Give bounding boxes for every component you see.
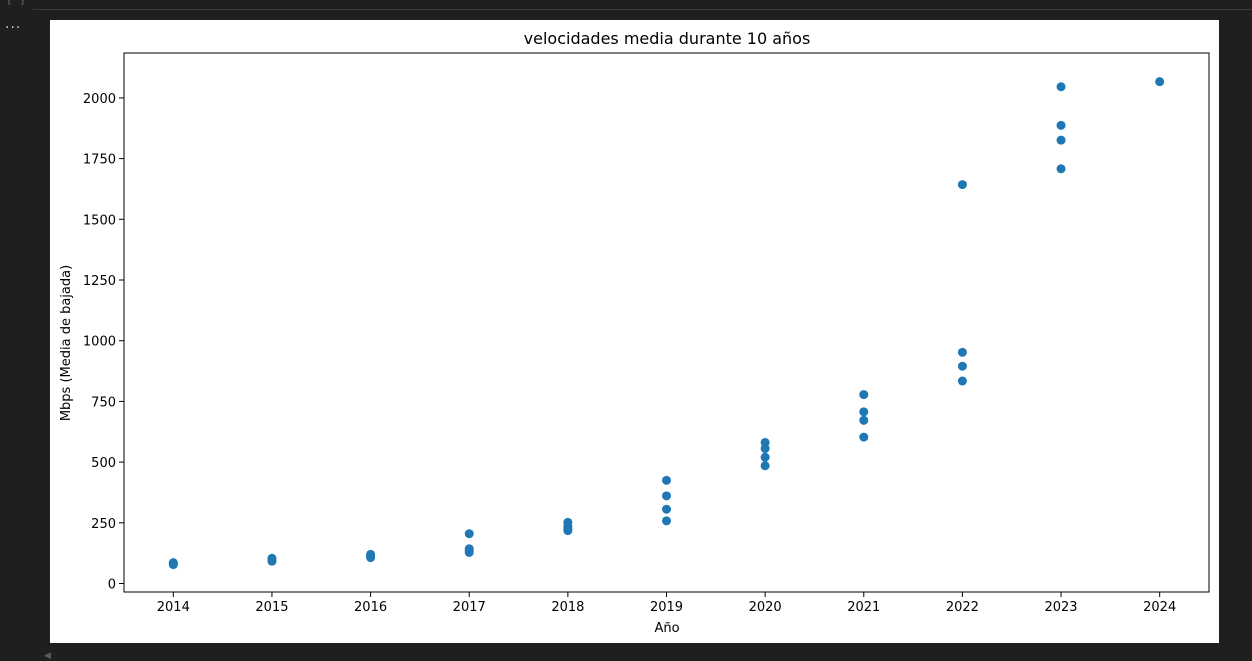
y-tick-label: 750 <box>91 395 116 410</box>
y-tick-label: 250 <box>91 517 116 532</box>
y-tick-label: 1500 <box>83 213 116 228</box>
scatter-point <box>760 461 770 471</box>
scatter-point <box>859 407 869 417</box>
scatter-chart: velocidades media durante 10 años 2014 20… <box>59 29 1210 636</box>
x-tick-label: 2015 <box>255 600 288 615</box>
y-axis-label: Mbps (Media de bajada) <box>59 265 74 421</box>
scatter-point <box>760 437 770 447</box>
x-axis-label: Año <box>654 621 679 636</box>
scatter-point <box>859 432 869 442</box>
scatter-point <box>957 361 967 371</box>
scatter-point <box>168 558 178 568</box>
x-tick-label: 2014 <box>157 600 190 615</box>
scatter-point <box>957 347 967 357</box>
x-tick-label: 2021 <box>847 600 880 615</box>
data-points <box>168 77 1165 570</box>
x-axis: 2014 2015 2016 2017 2018 2019 2020 2021 2022 2023… <box>157 592 1176 615</box>
y-tick-label: 500 <box>91 456 116 471</box>
y-axis: 0 250 500 750 1000 1250 1500 1750 2000 <box>83 92 124 593</box>
x-tick-label: 2020 <box>749 600 782 615</box>
scatter-point <box>1056 120 1066 130</box>
scatter-point <box>1155 77 1165 87</box>
y-tick-label: 0 <box>108 578 116 593</box>
cell-toolbar <box>0 0 1252 10</box>
scatter-point <box>662 516 671 526</box>
scatter-point <box>957 180 967 190</box>
x-tick-label: 2023 <box>1044 600 1077 615</box>
scatter-point <box>957 376 967 386</box>
scatter-point <box>859 415 869 425</box>
scatter-point <box>760 452 770 462</box>
x-tick-label: 2024 <box>1143 600 1176 615</box>
chart-title: velocidades media durante 10 años <box>524 29 811 48</box>
y-tick-label: 1000 <box>83 335 116 350</box>
y-tick-label: 2000 <box>83 92 116 107</box>
scatter-point <box>859 390 869 400</box>
scatter-point <box>464 529 474 539</box>
cell-input-border <box>33 0 1252 10</box>
scatter-point <box>662 504 671 514</box>
scatter-point <box>563 517 573 527</box>
scatter-point <box>1056 82 1066 92</box>
y-tick-label: 1750 <box>83 153 116 168</box>
horizontal-scroll-arrow-icon[interactable]: ◀ <box>44 651 51 661</box>
scatter-point <box>1056 135 1066 145</box>
scatter-point <box>464 544 474 554</box>
scatter-point <box>1056 164 1066 174</box>
output-menu-button[interactable]: ... <box>5 16 22 32</box>
scatter-point <box>662 491 671 501</box>
scatter-point <box>366 549 376 559</box>
x-tick-label: 2017 <box>453 600 486 615</box>
x-tick-label: 2019 <box>650 600 683 615</box>
cell-output: velocidades media durante 10 años 2014 20… <box>50 20 1219 643</box>
x-tick-label: 2022 <box>946 600 979 615</box>
scatter-point <box>267 553 277 563</box>
cell-execution-bracket[interactable]: [ ] <box>6 0 26 6</box>
x-tick-label: 2016 <box>354 600 387 615</box>
y-tick-label: 1250 <box>83 274 116 289</box>
x-tick-label: 2018 <box>551 600 584 615</box>
scatter-point <box>662 475 671 485</box>
